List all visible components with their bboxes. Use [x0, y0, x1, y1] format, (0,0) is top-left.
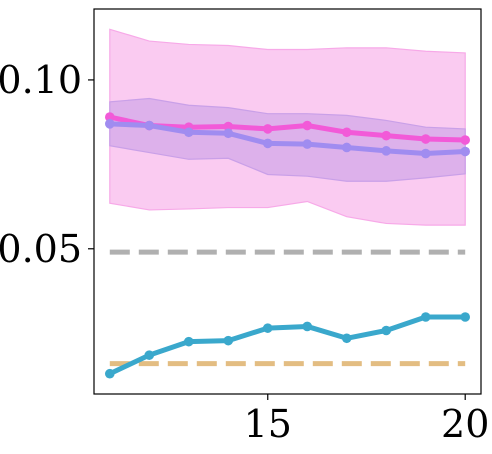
series-2-point-7	[341, 142, 352, 153]
series-2-point-2	[144, 120, 155, 131]
series-3-point-1	[104, 368, 115, 379]
series-3-point-6	[302, 321, 313, 332]
y-tick-label-0.05: 0.05	[0, 227, 82, 271]
series-2-point-9	[420, 148, 431, 159]
series-1-point-7	[341, 127, 352, 138]
series-1-point-8	[381, 130, 392, 141]
series-3-point-3	[183, 336, 194, 347]
series-1-point-9	[420, 134, 431, 144]
confidence-band-2	[109, 97, 466, 182]
axis-ticks: 15 20 0.05 0.10	[0, 58, 489, 446]
series-line-3	[108, 314, 466, 376]
series-markers	[104, 112, 471, 379]
series-1-point-5	[262, 124, 273, 134]
reference-lines	[109, 249, 466, 367]
series-2-point-1	[104, 119, 115, 129]
series-2-point-8	[381, 146, 392, 156]
series-1-point-4	[223, 121, 234, 132]
x-tick-label-20: 20	[441, 402, 489, 446]
series-3-point-9	[420, 312, 431, 322]
series-3-point-5	[262, 323, 273, 333]
series-lines	[108, 114, 466, 376]
series-2-point-5	[262, 138, 273, 149]
series-3-point-2	[144, 350, 155, 360]
series-3-point-10	[460, 312, 471, 322]
x-tick-label-15: 15	[244, 402, 292, 446]
series-1-point-6	[302, 120, 313, 131]
y-tick-label-0.10: 0.10	[0, 58, 82, 102]
series-1-point-1	[104, 112, 115, 122]
series-2-point-10	[460, 146, 471, 157]
series-3-point-7	[341, 333, 352, 344]
series-2-point-4	[223, 128, 234, 139]
series-1-point-10	[460, 135, 471, 145]
series-2-point-3	[183, 127, 194, 138]
series-line-2	[109, 121, 466, 157]
series-2-point-6	[302, 139, 313, 149]
series-3-point-8	[381, 325, 392, 336]
series-3-point-4	[223, 335, 234, 346]
plot-frame	[93, 8, 482, 395]
